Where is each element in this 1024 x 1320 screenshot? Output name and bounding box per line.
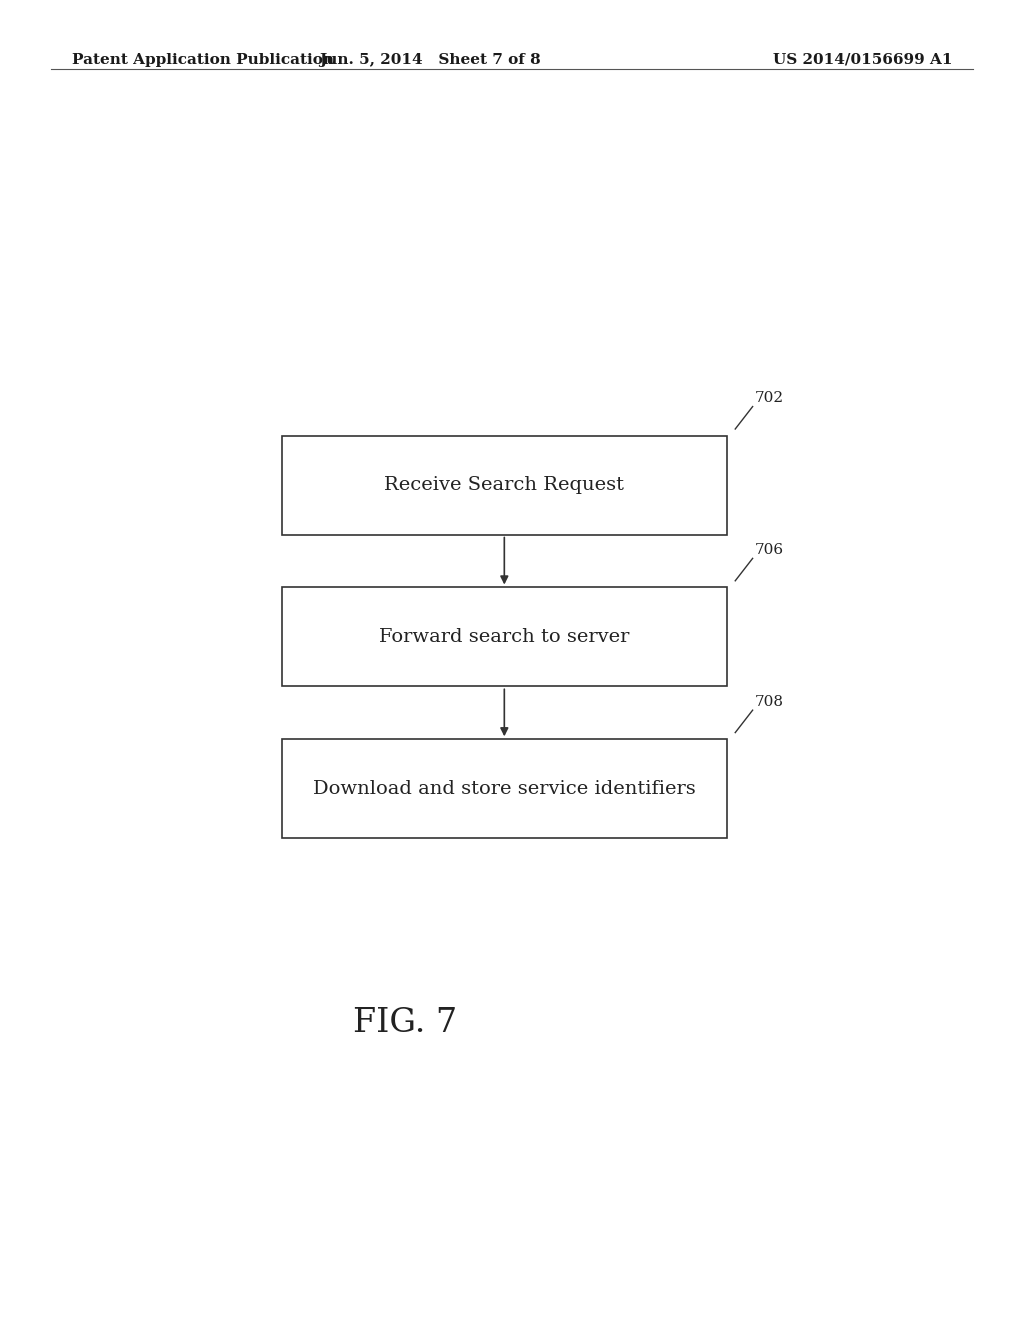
Text: Forward search to server: Forward search to server xyxy=(379,628,630,645)
Text: 702: 702 xyxy=(755,391,783,405)
Text: FIG. 7: FIG. 7 xyxy=(353,1007,458,1039)
Text: US 2014/0156699 A1: US 2014/0156699 A1 xyxy=(773,53,952,67)
Text: Download and store service identifiers: Download and store service identifiers xyxy=(313,780,695,797)
Text: 706: 706 xyxy=(755,543,783,557)
Text: Patent Application Publication: Patent Application Publication xyxy=(72,53,334,67)
Text: 708: 708 xyxy=(755,694,783,709)
Text: Jun. 5, 2014   Sheet 7 of 8: Jun. 5, 2014 Sheet 7 of 8 xyxy=(319,53,541,67)
Text: Receive Search Request: Receive Search Request xyxy=(384,477,625,494)
